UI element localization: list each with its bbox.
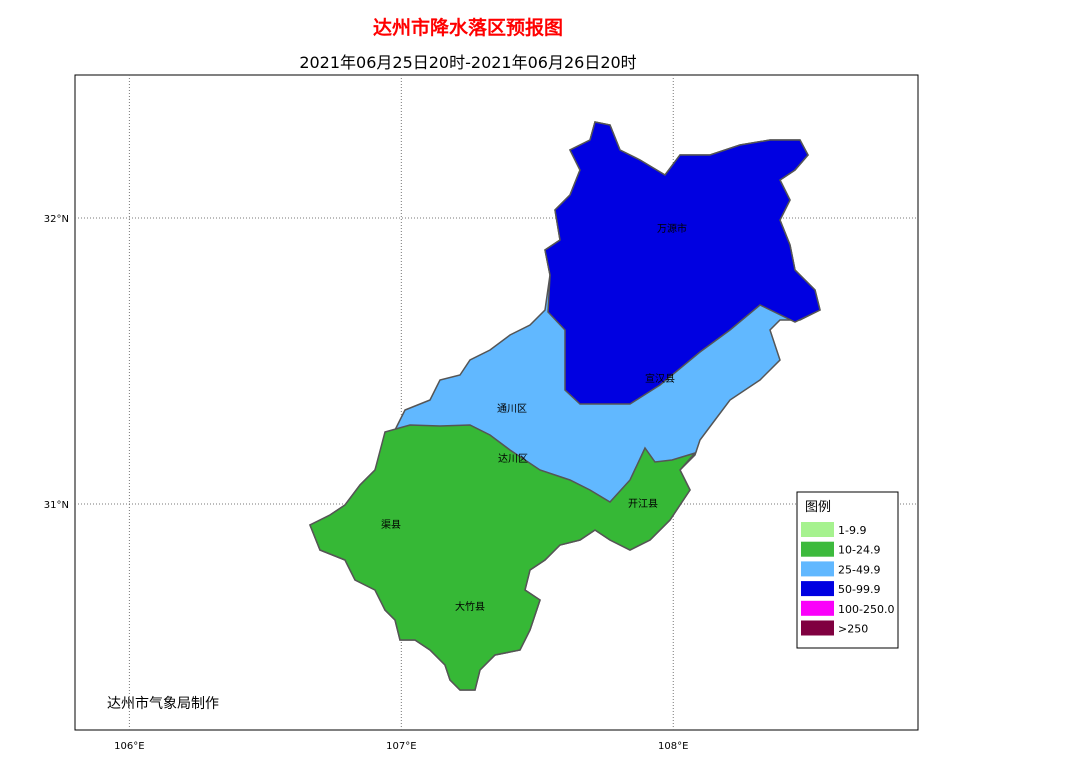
legend-label: 50-99.9 [838,583,880,596]
regions [309,121,821,691]
lon-tick-label: 108°E [658,741,688,752]
region-label: 大竹县 [455,600,485,613]
legend-swatch [801,522,834,537]
title: 达州市降水落区预报图 [373,16,563,39]
area-50-99 [544,121,821,405]
region-labels: 万源市 宣汉县 通川区 达川区 开江县 渠县 大竹县 [381,222,687,613]
legend-label: 100-250.0 [838,603,894,616]
legend: 1-9.9 10-24.9 25-49.9 50-99.9 100-250.0 >250 [801,522,894,636]
credit: 达州市气象局制作 [107,695,219,712]
region-label: 开江县 [628,498,658,510]
lat-tick-label: 31°N [44,500,69,511]
legend-swatch [801,581,834,597]
legend-label: 1-9.9 [838,524,866,537]
legend-swatch [801,620,834,636]
legend-label: >250 [838,623,868,636]
region-label: 万源市 [657,222,687,235]
legend-swatch [801,561,834,577]
lat-tick-label: 32°N [44,214,69,225]
legend-label: 25-49.9 [838,563,880,576]
legend-swatch [801,600,834,616]
region-label: 通川区 [497,403,527,415]
region-label: 达川区 [498,453,528,465]
lon-tick-label: 106°E [114,741,144,752]
legend-title: 图例 [805,500,831,515]
lon-tick-label: 107°E [386,741,416,752]
subtitle: 2021年06月25日20时-2021年06月26日20时 [299,53,636,72]
legend-label: 10-24.9 [838,544,880,557]
legend-swatch [801,541,834,557]
region-label: 宣汉县 [645,372,675,385]
region-label: 渠县 [381,519,401,531]
area-10-24 [309,424,698,691]
